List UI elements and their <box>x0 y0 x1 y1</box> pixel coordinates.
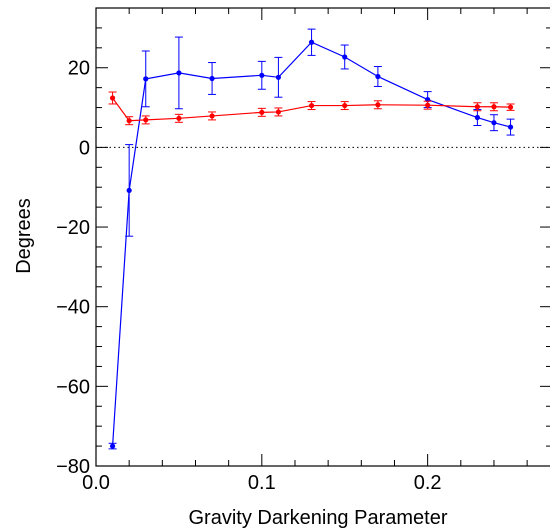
y-tick-label: −40 <box>56 297 90 319</box>
data-point <box>425 102 431 108</box>
data-point <box>176 70 182 76</box>
data-point <box>109 443 116 449</box>
data-point <box>259 72 265 78</box>
data-point <box>491 120 497 126</box>
y-tick-label: −60 <box>56 376 90 398</box>
data-point <box>176 115 182 121</box>
series-layer <box>108 28 515 450</box>
data-point <box>143 117 149 123</box>
data-point <box>126 187 132 194</box>
data-point <box>474 114 480 121</box>
y-tick-label: −20 <box>56 217 90 239</box>
data-point <box>209 113 215 119</box>
x-tick-label: 0.1 <box>248 472 276 494</box>
plot-frame <box>95 7 550 467</box>
series-1 <box>108 28 515 450</box>
data-point <box>109 95 116 101</box>
data-point <box>491 104 497 110</box>
data-point <box>259 109 265 115</box>
data-point <box>308 102 315 109</box>
series-line <box>112 97 511 122</box>
data-point <box>126 118 132 124</box>
data-point <box>375 102 381 108</box>
plot-area-border <box>95 7 550 467</box>
series-line <box>111 41 511 447</box>
data-point <box>342 54 348 60</box>
x-tick-label: 0.2 <box>414 472 442 494</box>
data-point <box>143 76 149 82</box>
series-2 <box>108 91 515 126</box>
data-point <box>507 104 514 110</box>
data-point <box>474 104 480 110</box>
x-axis-title: Gravity Darkening Parameter <box>189 507 448 529</box>
axis-ticks: 0.0 0.1 0.2 −80 −60 −40 −20 0 20 <box>56 8 550 494</box>
y-tick-label: −80 <box>56 456 90 478</box>
data-point <box>507 124 514 130</box>
data-point <box>275 74 281 80</box>
y-axis-title: Degrees <box>13 198 35 274</box>
data-point <box>308 39 315 45</box>
y-tick-label: 0 <box>79 137 90 159</box>
y-tick-label: 20 <box>68 58 90 80</box>
x-tick-label: 0.0 <box>82 472 110 494</box>
data-point <box>209 75 215 82</box>
data-point <box>375 73 381 80</box>
data-point <box>342 102 348 109</box>
data-point <box>275 109 281 115</box>
